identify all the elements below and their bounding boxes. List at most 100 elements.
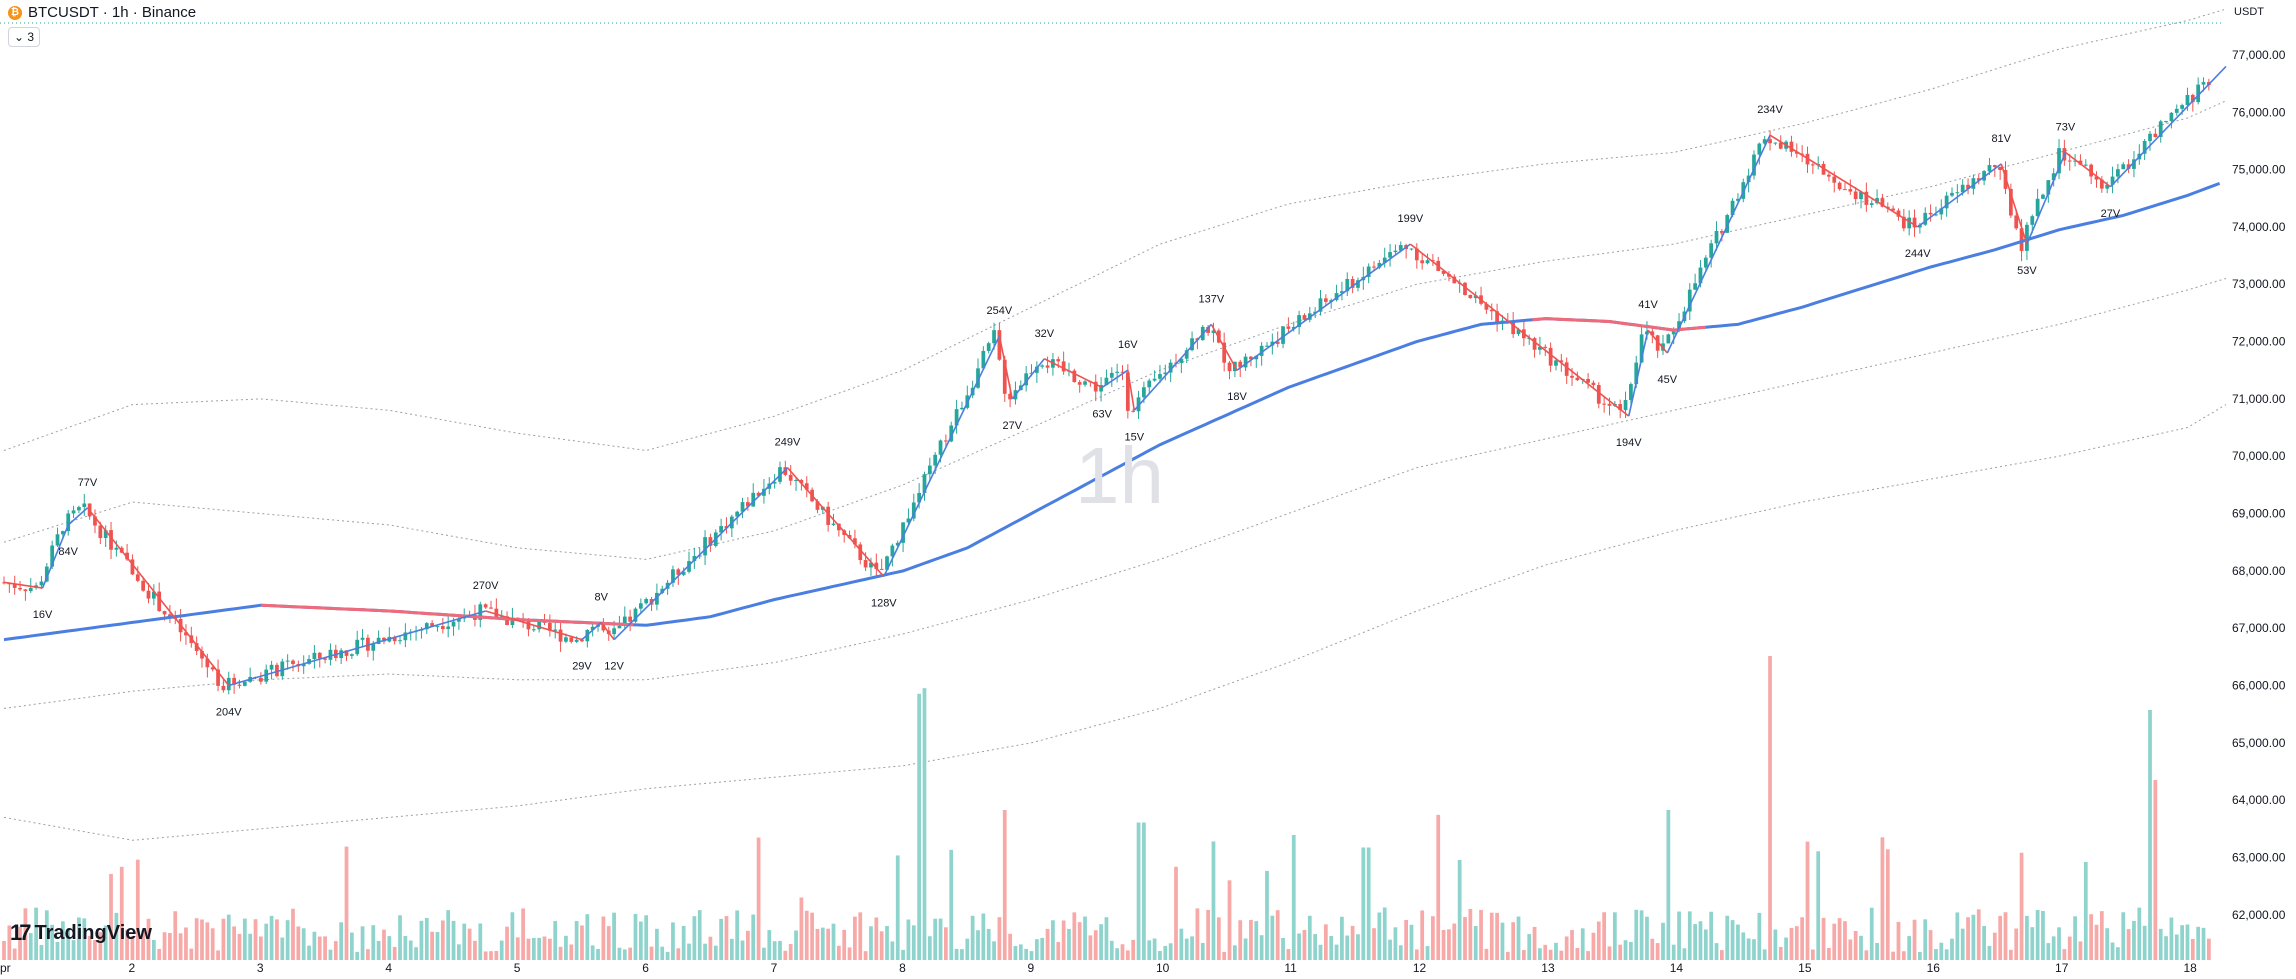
candle-body <box>259 677 263 682</box>
candle-body <box>151 591 156 599</box>
volume-bar <box>901 949 905 960</box>
candle-body <box>1393 250 1398 253</box>
pivot-volume-label: 8V <box>595 591 609 603</box>
volume-bar <box>103 925 108 960</box>
volume-bar <box>1677 911 1681 960</box>
candle-body <box>125 552 129 560</box>
indicator-toggle-button[interactable]: ⌄ 3 <box>8 27 41 47</box>
candle-body <box>1489 309 1494 312</box>
candle-body <box>1720 231 1724 233</box>
candle-body <box>1377 262 1382 268</box>
volume-bar <box>853 916 857 960</box>
candle-body <box>906 518 911 523</box>
volume-bar <box>911 925 916 960</box>
candle-body <box>1837 182 1842 190</box>
pivot-volume-label: 199V <box>1398 213 1424 225</box>
candle-body <box>1832 176 1837 183</box>
volume-bar <box>248 933 253 960</box>
candle-body <box>1623 399 1628 411</box>
volume-bar <box>649 946 654 960</box>
zigzag-segment <box>1101 369 1129 389</box>
volume-bar <box>2089 914 2094 960</box>
zigzag-segment <box>1044 358 1103 389</box>
volume-bar <box>221 918 226 960</box>
candle-body <box>1249 356 1253 360</box>
candle-body <box>50 545 55 567</box>
volume-bar <box>382 929 386 960</box>
volume-bar <box>1746 938 1751 960</box>
tradingview-logo-icon: 17 <box>10 920 32 945</box>
volume-bar <box>1093 930 1098 960</box>
y-tick-label: 65,000.00 <box>2232 736 2286 750</box>
volume-bar <box>237 933 242 960</box>
volume-bar <box>1281 938 1285 960</box>
x-tick-label: 16 <box>1927 961 1941 975</box>
volume-bar <box>34 907 38 960</box>
candle-body <box>676 569 681 575</box>
candle-body <box>1425 260 1430 264</box>
volume-bar <box>847 947 852 960</box>
candle-body <box>1040 365 1045 367</box>
candle-body <box>1912 217 1917 228</box>
candle-body <box>1591 382 1596 386</box>
y-tick-label: 69,000.00 <box>2232 507 2286 521</box>
candle-body <box>98 525 103 539</box>
volume-bar <box>1623 940 1628 960</box>
volume-bar <box>794 930 798 960</box>
volume-bar <box>1259 935 1264 960</box>
volume-bar <box>2185 924 2190 960</box>
volume-bar <box>1687 911 1692 960</box>
volume-bar <box>1404 920 1409 960</box>
band-line <box>3 404 2227 841</box>
volume-bar <box>665 951 670 960</box>
candle-body <box>103 530 108 539</box>
candle-body <box>1869 203 1874 205</box>
candle-body <box>1398 245 1403 251</box>
candle-body <box>1334 293 1339 301</box>
volume-bar <box>1297 933 1301 960</box>
volume-bar <box>119 866 124 960</box>
volume-bar <box>1350 925 1355 960</box>
symbol-title[interactable]: BTCUSDT · 1h · Binance <box>28 4 197 21</box>
volume-bar <box>788 944 793 960</box>
candle-body <box>457 618 461 622</box>
candle-body <box>2083 164 2088 166</box>
candle-body <box>746 502 750 507</box>
volume-bar <box>751 914 756 960</box>
pivot-volume-label: 234V <box>1757 104 1783 116</box>
candle-body <box>1586 378 1590 383</box>
candle-body <box>109 530 113 550</box>
candle-body <box>885 556 889 570</box>
candle-body <box>1388 252 1392 258</box>
volume-bar <box>756 837 761 960</box>
volume-bar <box>210 928 215 960</box>
tradingview-brand[interactable]: 17 TradingView <box>10 920 152 946</box>
candle-body <box>858 544 863 561</box>
volume-bar <box>1843 921 1847 960</box>
volume-bar <box>2057 927 2061 960</box>
volume-bar <box>895 855 900 960</box>
volume-bar <box>1382 907 1387 960</box>
y-tick-label: 77,000.00 <box>2232 48 2286 62</box>
candle-body <box>510 617 515 626</box>
candle-body <box>1350 278 1355 288</box>
pivot-volume-label: 16V <box>1118 339 1138 351</box>
volume-bar <box>1163 945 1168 960</box>
volume-bar <box>1837 918 1842 960</box>
candle-body <box>2148 133 2152 141</box>
volume-bar <box>2041 910 2045 960</box>
zigzag-segment <box>1409 243 1630 417</box>
pivot-volume-label: 18V <box>1227 391 1247 403</box>
candle-body <box>18 587 22 590</box>
candle-body <box>526 619 531 630</box>
volume-bar <box>1639 910 1644 960</box>
ma-line-segment <box>1532 317 1706 332</box>
candle-body <box>1757 143 1762 155</box>
zigzag-segment <box>1769 134 1919 228</box>
zigzag-segment <box>1647 329 1668 354</box>
volume-bar <box>333 941 338 960</box>
volume-bar <box>1313 934 1318 960</box>
zigzag-segment <box>86 507 230 687</box>
volume-bar <box>1859 935 1863 960</box>
